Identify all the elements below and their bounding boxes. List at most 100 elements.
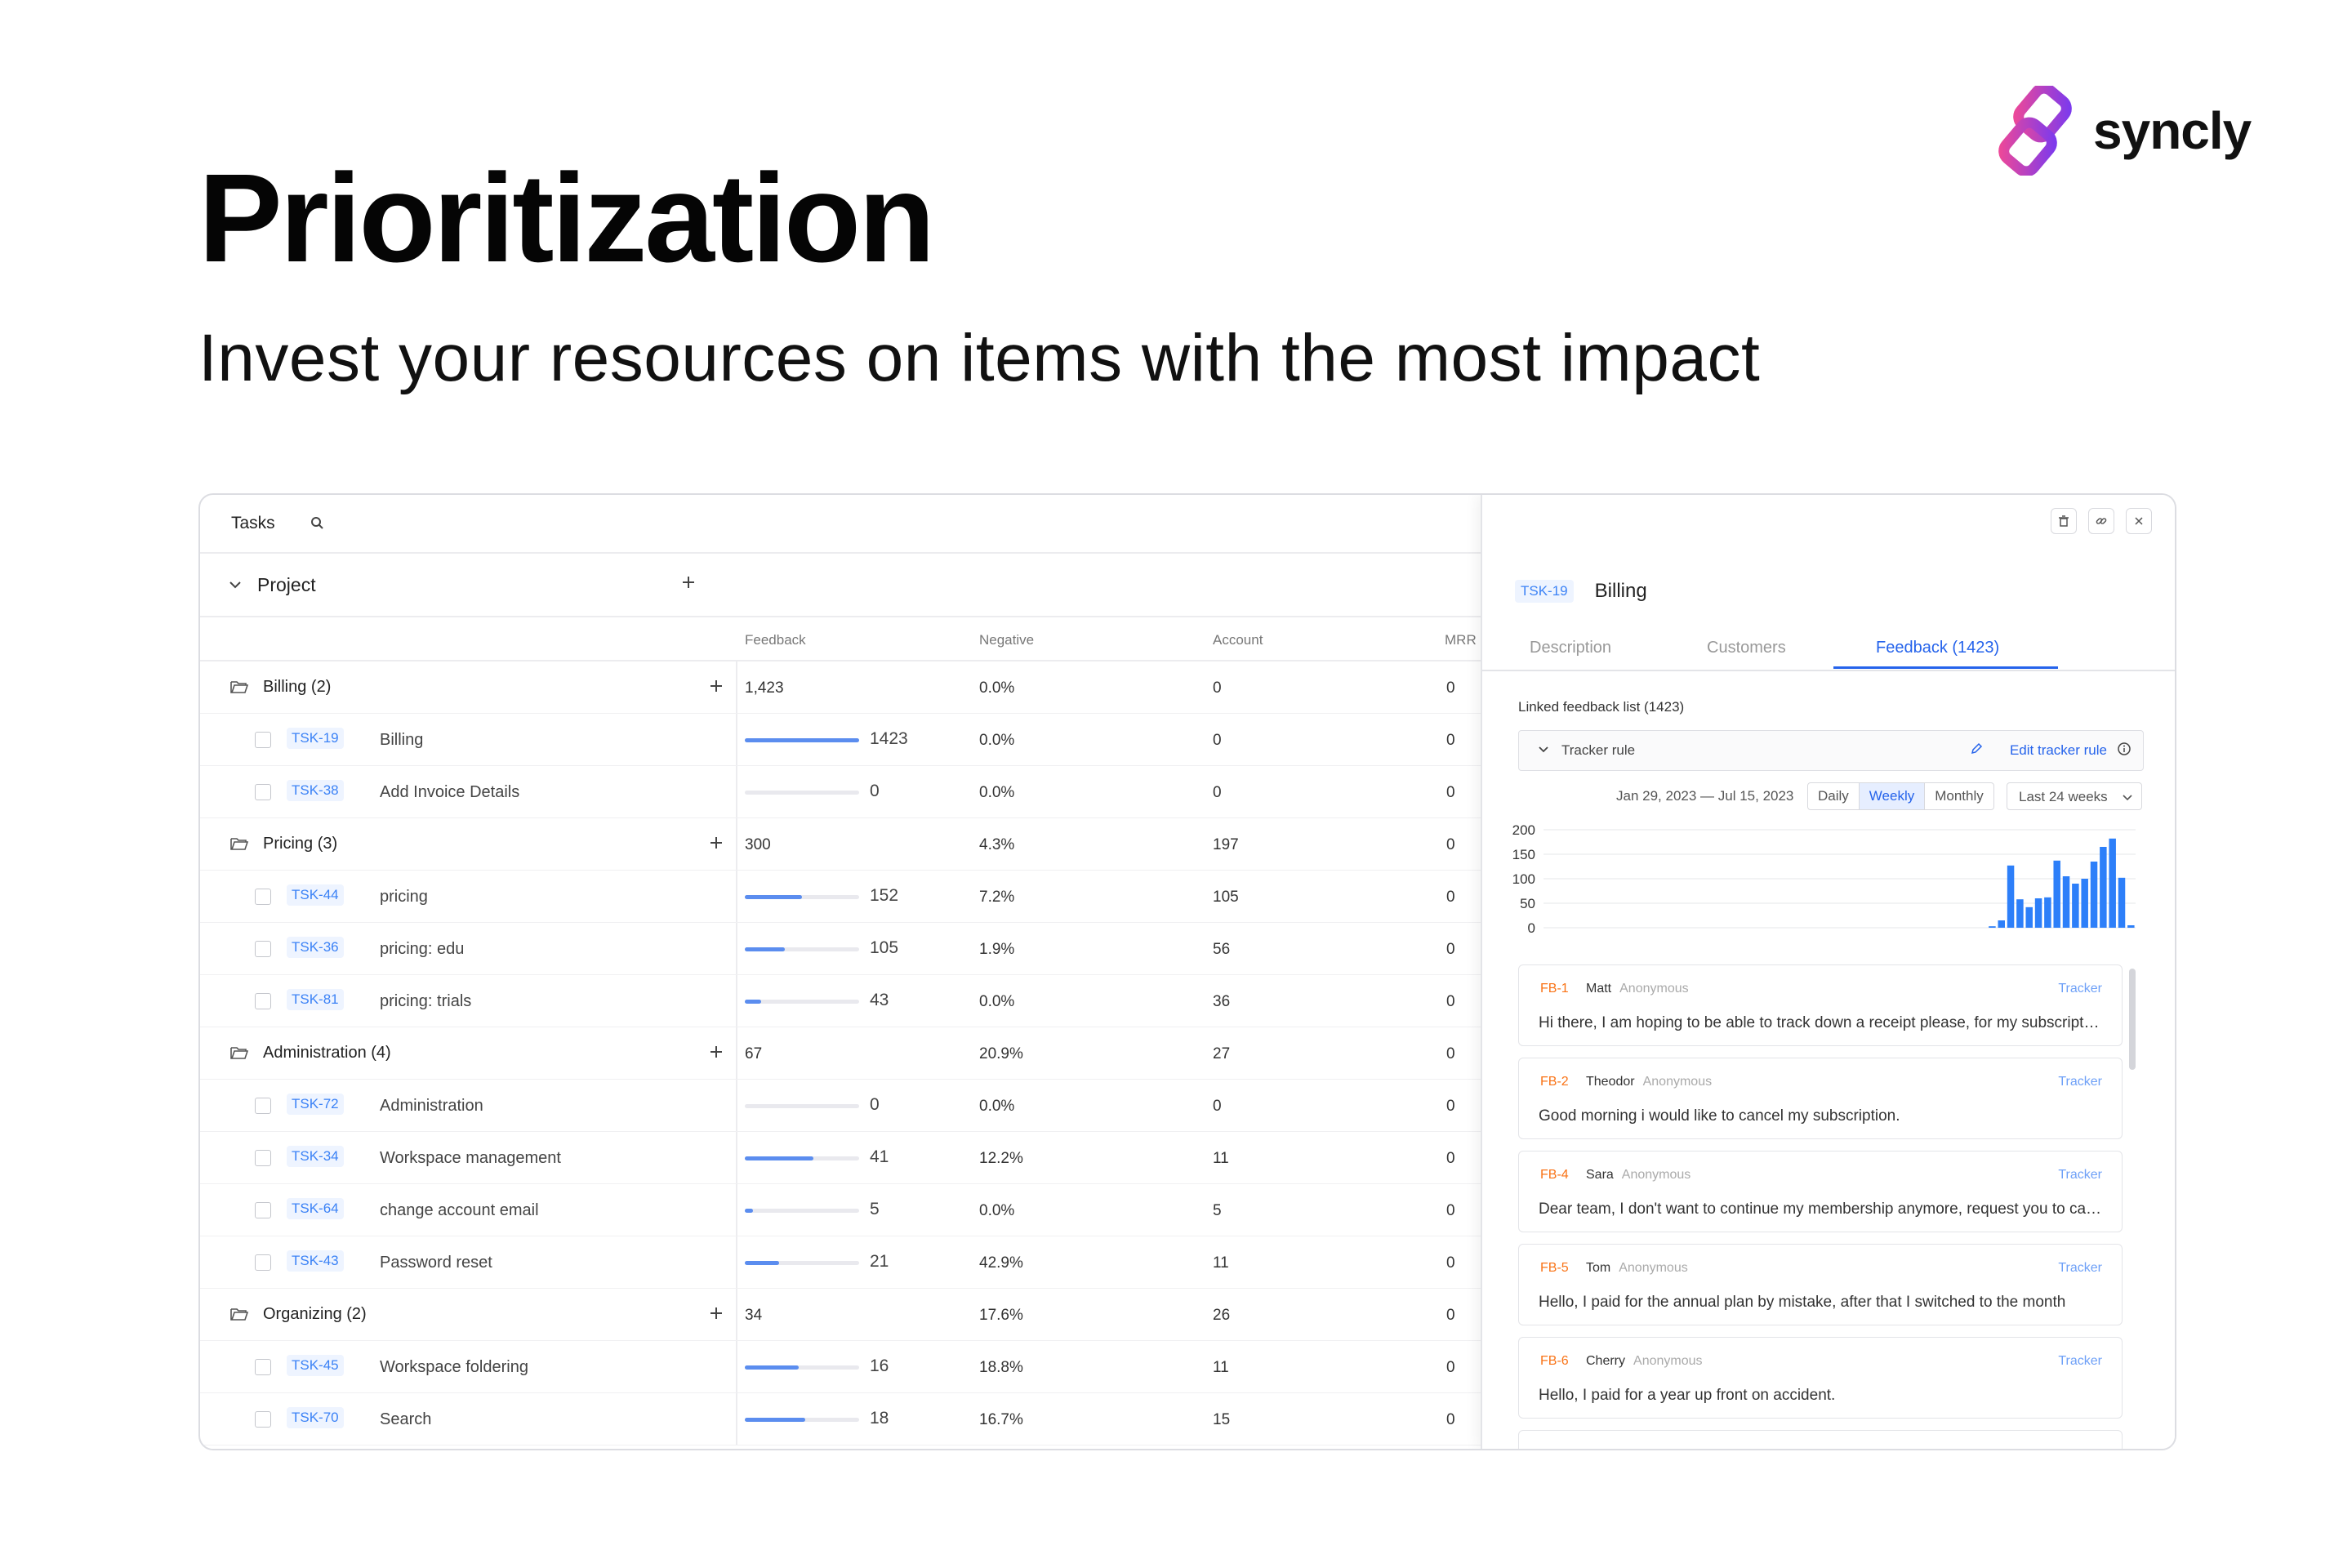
tracker-tag[interactable]: Tracker	[2058, 1168, 2102, 1182]
row-checkbox[interactable]	[255, 941, 271, 957]
chart-bar[interactable]	[2109, 838, 2116, 928]
add-task-icon[interactable]	[708, 678, 724, 699]
row-checkbox[interactable]	[255, 732, 271, 748]
feedback-card[interactable]: FB-4 Sara Anonymous Tracker Dear team, I don…	[1518, 1151, 2123, 1232]
task-name[interactable]: Search	[380, 1410, 432, 1428]
task-name[interactable]: pricing: edu	[380, 940, 465, 958]
row-checkbox[interactable]	[255, 1150, 271, 1166]
chart-bar[interactable]	[2081, 879, 2088, 928]
group-row[interactable]: Administration (4) 67 20.9% 27 0	[200, 1027, 1481, 1080]
delete-icon[interactable]	[2051, 508, 2077, 534]
group-row[interactable]: Pricing (3) 300 4.3% 197 0	[200, 818, 1481, 871]
table-row[interactable]: TSK-70 Search 18 16.7% 15 0	[200, 1393, 1481, 1446]
row-checkbox[interactable]	[255, 1202, 271, 1218]
granularity-daily[interactable]: Daily	[1808, 783, 1860, 809]
period-dropdown[interactable]: Last 24 weeks	[2007, 782, 2142, 810]
chart-bar[interactable]	[2072, 884, 2079, 928]
row-checkbox[interactable]	[255, 889, 271, 905]
col-feedback[interactable]: Feedback	[745, 632, 806, 648]
task-id-badge[interactable]: TSK-64	[287, 1198, 344, 1219]
task-id-badge[interactable]: TSK-72	[287, 1094, 344, 1115]
chart-bar[interactable]	[2034, 898, 2042, 928]
chevron-down-icon[interactable]	[228, 575, 243, 597]
table-row[interactable]: TSK-64 change account email 5 0.0% 5 0	[200, 1184, 1481, 1236]
group-name[interactable]: Administration (4)	[263, 1044, 391, 1062]
task-name[interactable]: Add Invoice Details	[380, 783, 520, 801]
chart-bar[interactable]	[2090, 862, 2098, 928]
row-checkbox[interactable]	[255, 1359, 271, 1375]
search-icon[interactable]	[310, 515, 326, 532]
chart-bar[interactable]	[2053, 860, 2060, 928]
task-name[interactable]: pricing	[380, 888, 428, 906]
group-name[interactable]: Organizing (2)	[263, 1305, 367, 1323]
scrollbar[interactable]	[2129, 969, 2136, 1070]
task-name[interactable]: pricing: trials	[380, 992, 472, 1010]
feedback-card[interactable]	[1518, 1430, 2123, 1449]
group-name[interactable]: Pricing (3)	[263, 835, 338, 853]
group-name[interactable]: Billing (2)	[263, 678, 332, 696]
close-icon[interactable]	[2126, 508, 2152, 534]
task-name[interactable]: Administration	[380, 1097, 483, 1115]
task-id-badge[interactable]: TSK-81	[287, 989, 344, 1010]
group-row[interactable]: Organizing (2) 34 17.6% 26 0	[200, 1289, 1481, 1341]
feedback-id[interactable]: FB-1	[1540, 982, 1569, 996]
chart-bar[interactable]	[1989, 926, 1996, 928]
table-row[interactable]: TSK-72 Administration 0 0.0% 0 0	[200, 1080, 1481, 1132]
row-checkbox[interactable]	[255, 1411, 271, 1428]
granularity-weekly[interactable]: Weekly	[1859, 783, 1926, 809]
task-name[interactable]: Password reset	[380, 1254, 492, 1272]
tracker-tag[interactable]: Tracker	[2058, 1354, 2102, 1368]
pencil-icon[interactable]	[1970, 742, 1983, 760]
chart-bar[interactable]	[2016, 899, 2024, 928]
chart-bar[interactable]	[1998, 920, 2005, 928]
date-range[interactable]: Jan 29, 2023 — Jul 15, 2023	[1616, 788, 1794, 804]
group-row[interactable]: Billing (2) 1,423 0.0% 0 0	[200, 662, 1481, 714]
tab-feedback[interactable]: Feedback (1423)	[1876, 639, 2000, 657]
table-row[interactable]: TSK-36 pricing: edu 105 1.9% 56 0	[200, 923, 1481, 975]
row-checkbox[interactable]	[255, 784, 271, 800]
add-task-icon[interactable]	[708, 835, 724, 856]
edit-tracker-rule-link[interactable]: Edit tracker rule	[2009, 742, 2107, 758]
task-id-badge[interactable]: TSK-34	[287, 1146, 344, 1167]
tracker-tag[interactable]: Tracker	[2058, 1261, 2102, 1275]
table-row[interactable]: TSK-45 Workspace foldering 16 18.8% 11 0	[200, 1341, 1481, 1393]
task-id-badge[interactable]: TSK-70	[287, 1407, 344, 1428]
row-checkbox[interactable]	[255, 993, 271, 1009]
chevron-down-icon[interactable]	[1537, 743, 1550, 760]
tracker-rule-bar[interactable]: Tracker rule Edit tracker rule	[1518, 730, 2144, 771]
chart-bar[interactable]	[2062, 876, 2070, 928]
feedback-id[interactable]: FB-6	[1540, 1354, 1569, 1368]
info-icon[interactable]	[2117, 742, 2132, 760]
project-header[interactable]: Project	[200, 554, 1481, 617]
chart-bar[interactable]	[2007, 865, 2015, 928]
task-name[interactable]: Workspace management	[380, 1149, 561, 1167]
tracker-tag[interactable]: Tracker	[2058, 982, 2102, 996]
row-checkbox[interactable]	[255, 1254, 271, 1271]
task-id-badge[interactable]: TSK-19	[287, 728, 344, 749]
table-row[interactable]: TSK-38 Add Invoice Details 0 0.0% 0 0	[200, 766, 1481, 818]
link-icon[interactable]	[2088, 508, 2114, 534]
chart-bar[interactable]	[2127, 925, 2135, 928]
feedback-id[interactable]: FB-2	[1540, 1075, 1569, 1089]
feedback-card[interactable]: FB-2 Theodor Anonymous Tracker Good morning …	[1518, 1058, 2123, 1139]
tab-customers[interactable]: Customers	[1707, 639, 1786, 657]
task-id-badge[interactable]: TSK-45	[287, 1355, 344, 1376]
chart-bar[interactable]	[2044, 897, 2051, 928]
task-name[interactable]: change account email	[380, 1201, 539, 1219]
feedback-id[interactable]: FB-4	[1540, 1168, 1569, 1182]
tab-description[interactable]: Description	[1530, 639, 1612, 657]
col-negative[interactable]: Negative	[979, 632, 1035, 648]
col-mrr[interactable]: MRR	[1445, 632, 1477, 648]
tracker-tag[interactable]: Tracker	[2058, 1075, 2102, 1089]
chart-bar[interactable]	[2025, 906, 2033, 928]
table-row[interactable]: TSK-34 Workspace management 41 12.2% 11 0	[200, 1132, 1481, 1184]
row-checkbox[interactable]	[255, 1098, 271, 1114]
task-id-badge[interactable]: TSK-38	[287, 780, 344, 801]
add-project-icon[interactable]	[680, 573, 697, 595]
granularity-monthly[interactable]: Monthly	[1935, 788, 1984, 804]
add-task-icon[interactable]	[708, 1305, 724, 1326]
table-row[interactable]: TSK-81 pricing: trials 43 0.0% 36 0	[200, 975, 1481, 1027]
feedback-card[interactable]: FB-1 Matt Anonymous Tracker Hi there, I am h…	[1518, 964, 2123, 1046]
task-name[interactable]: Billing	[380, 731, 424, 749]
chart-bar[interactable]	[2118, 877, 2126, 928]
